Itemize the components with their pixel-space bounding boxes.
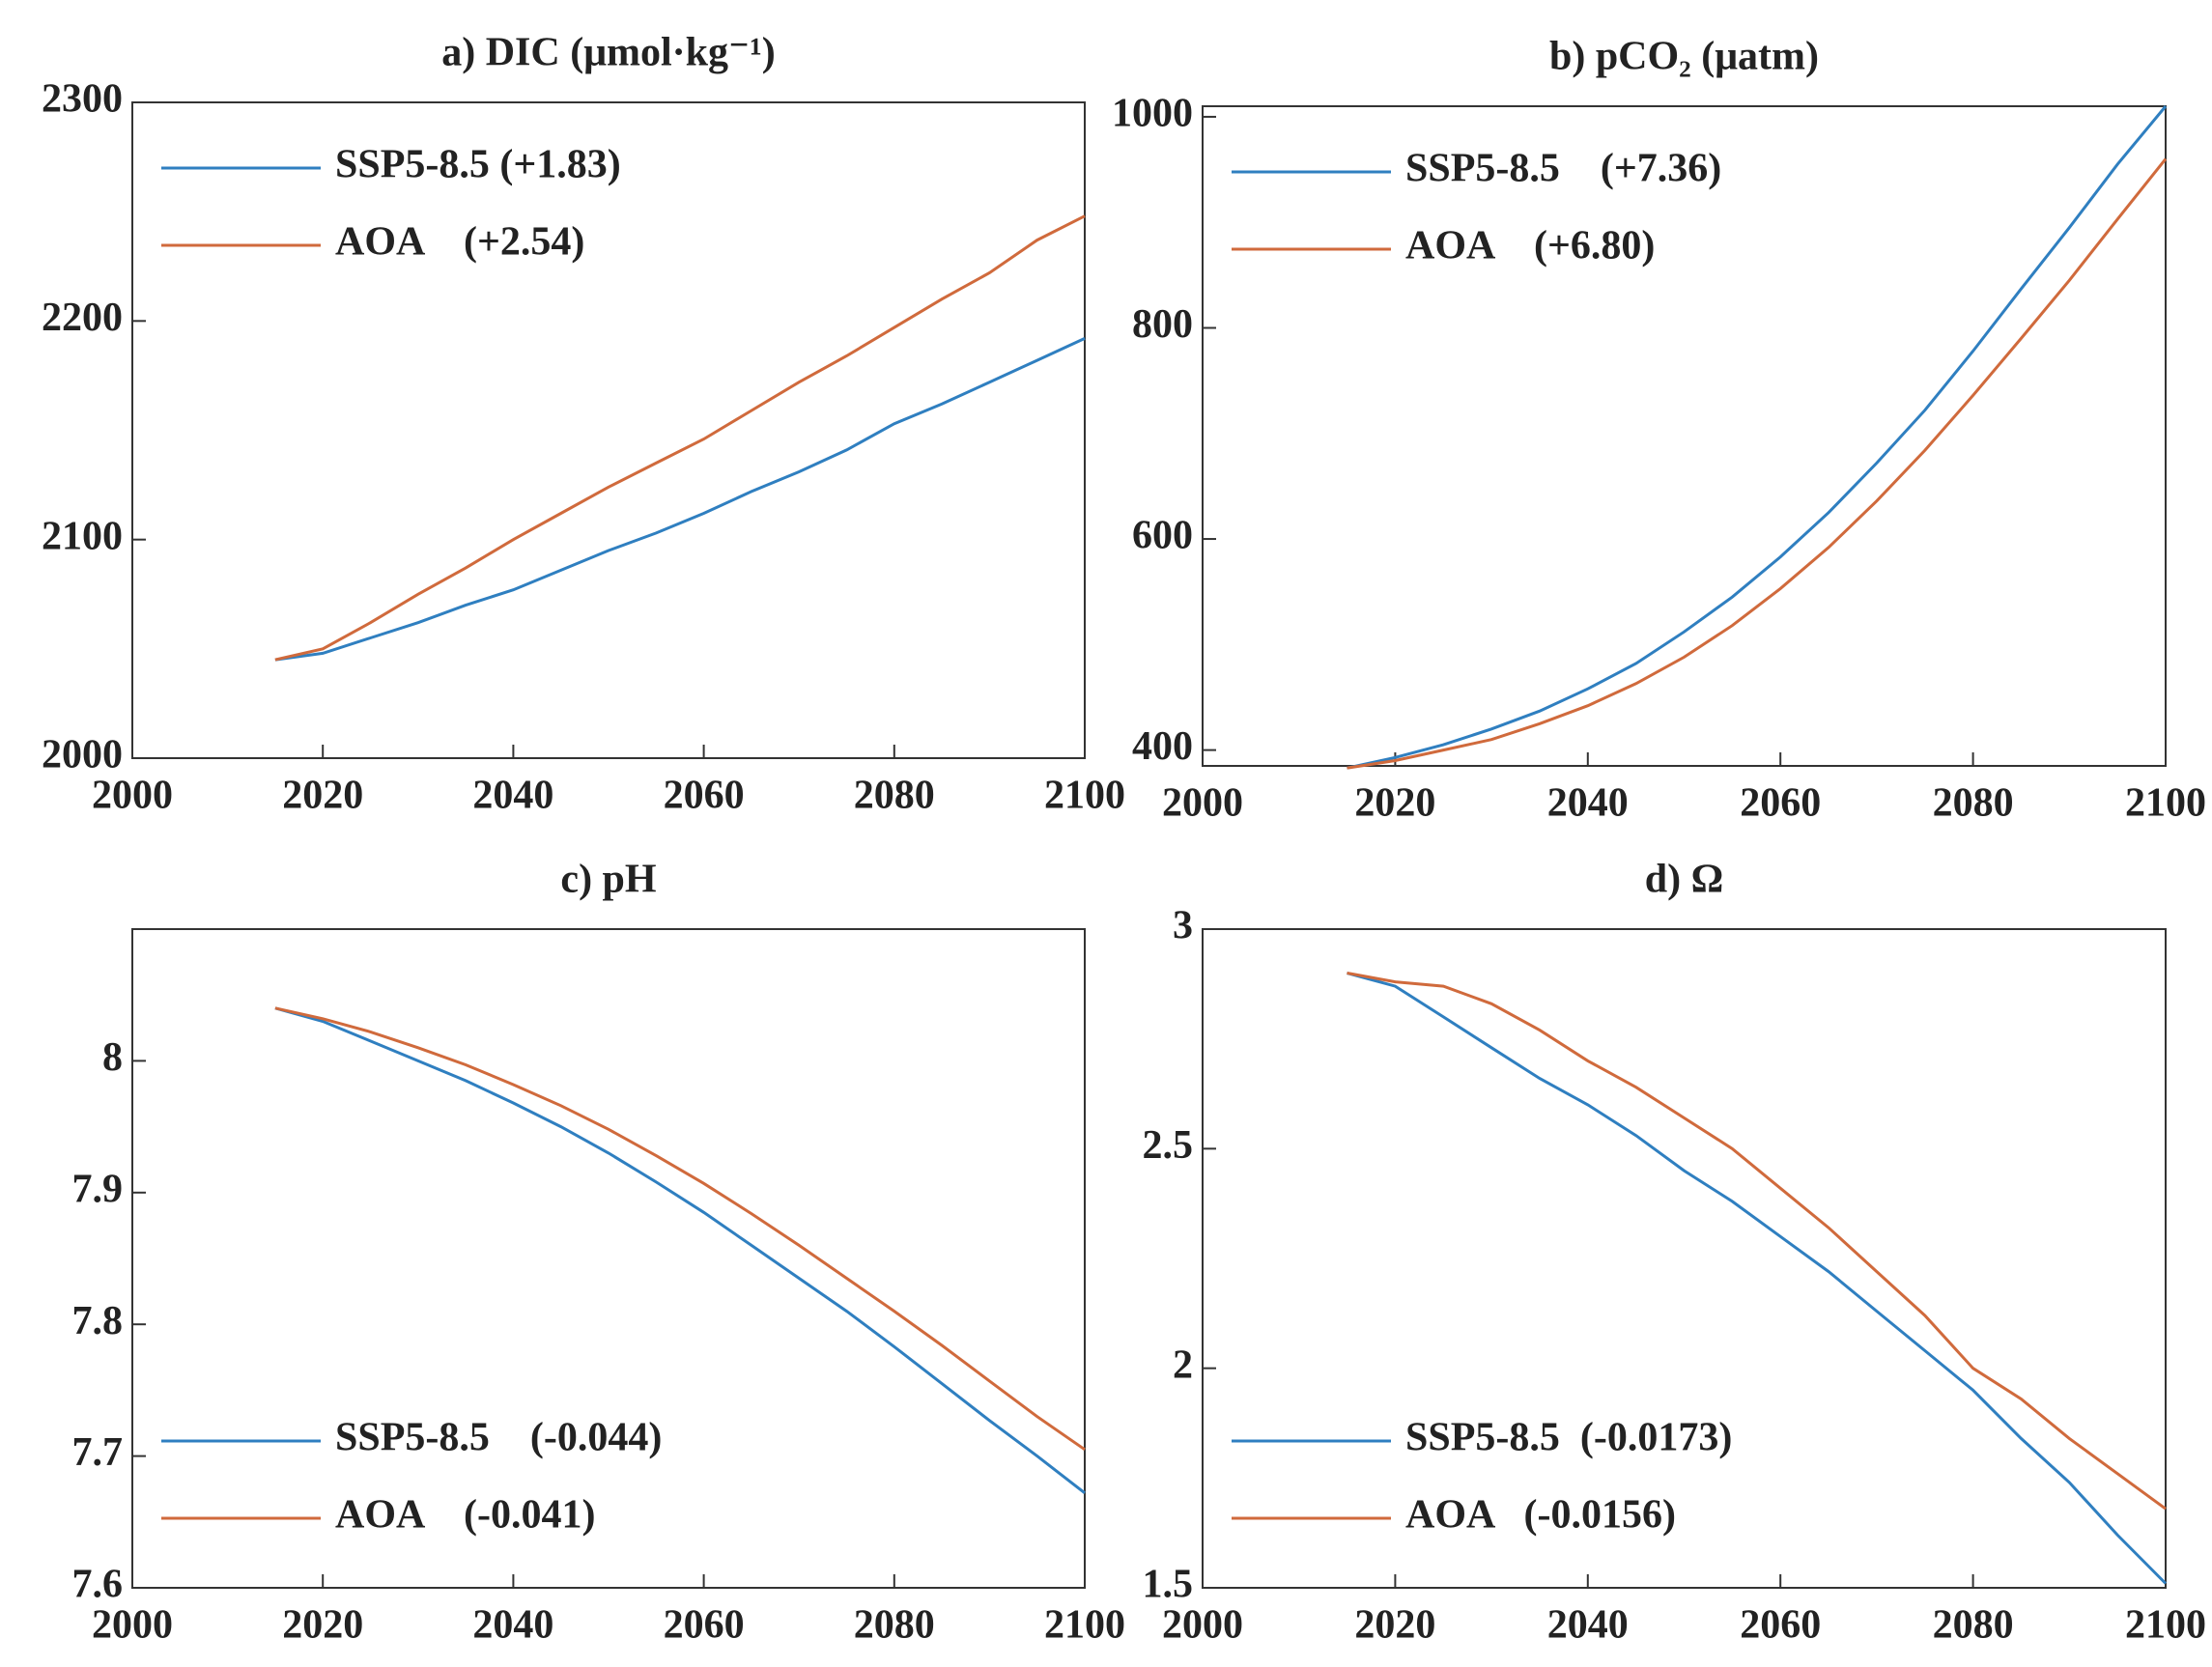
chart-title: b) pCO₂ (μatm) — [1549, 35, 1819, 79]
y-tick-label: 2000 — [42, 733, 123, 777]
chart-title: d) Ω — [1645, 858, 1723, 902]
data-line — [274, 1006, 1086, 1494]
legend-label: SSP5-8.5 (+7.36) — [1405, 147, 1721, 191]
x-tick-label: 2000 — [92, 774, 173, 818]
y-tick-label: 400 — [1132, 724, 1193, 769]
x-tick-label: 2020 — [1354, 1603, 1435, 1648]
x-tick-label: 2080 — [1933, 1603, 2014, 1648]
x-tick-label: 2040 — [1547, 781, 1629, 826]
y-tick-label: 2100 — [42, 514, 123, 558]
data-line — [274, 337, 1086, 662]
y-tick-label: 2 — [1173, 1342, 1193, 1387]
y-tick-label: 7.7 — [72, 1430, 124, 1475]
x-tick-label: 2000 — [1162, 781, 1243, 826]
chart-title: a) DIC (μmol·kg⁻¹) — [441, 31, 776, 75]
legend-label: AOA (+2.54) — [335, 220, 584, 265]
x-tick-label: 2100 — [1044, 1603, 1125, 1648]
x-tick-label: 2060 — [1740, 781, 1821, 826]
y-tick-label: 7.9 — [72, 1167, 124, 1211]
data-line — [1347, 972, 2168, 1585]
y-tick-label: 2200 — [42, 296, 123, 340]
x-tick-label: 2040 — [1547, 1603, 1629, 1648]
x-tick-label: 2080 — [854, 774, 935, 818]
y-tick-label: 800 — [1132, 302, 1193, 347]
data-line — [1347, 972, 2167, 1511]
y-tick-label: 600 — [1132, 514, 1193, 558]
x-tick-label: 2100 — [1044, 774, 1125, 818]
x-tick-label: 2040 — [472, 1603, 553, 1648]
x-tick-label: 2080 — [854, 1603, 935, 1648]
plot-frame — [1202, 105, 2167, 767]
y-tick-label: 2.5 — [1143, 1123, 1194, 1168]
plot-frame — [131, 101, 1086, 759]
x-tick-label: 2080 — [1933, 781, 2014, 826]
legend-label: SSP5-8.5 (+1.83) — [335, 143, 621, 187]
x-tick-label: 2020 — [282, 774, 363, 818]
legend-label: AOA (+6.80) — [1405, 224, 1655, 268]
y-tick-label: 7.6 — [72, 1563, 124, 1607]
x-tick-label: 2060 — [664, 1603, 745, 1648]
y-tick-label: 1.5 — [1143, 1563, 1194, 1607]
x-tick-label: 2020 — [282, 1603, 363, 1648]
y-tick-label: 7.8 — [72, 1299, 124, 1343]
legend-label: AOA (-0.0156) — [1405, 1493, 1676, 1538]
plot-frame — [131, 928, 1086, 1589]
x-tick-label: 2040 — [472, 774, 553, 818]
x-tick-label: 2060 — [1740, 1603, 1821, 1648]
data-line — [274, 214, 1086, 662]
y-tick-label: 2300 — [42, 77, 123, 122]
y-tick-label: 3 — [1173, 904, 1193, 948]
legend-label: SSP5-8.5 (-0.044) — [335, 1416, 662, 1460]
plot-frame — [1202, 928, 2167, 1589]
y-tick-label: 8 — [102, 1035, 123, 1080]
chart-title: c) pH — [560, 858, 656, 902]
legend-label: AOA (-0.041) — [335, 1493, 595, 1538]
x-tick-label: 2060 — [664, 774, 745, 818]
x-tick-label: 2100 — [2125, 781, 2206, 826]
x-tick-label: 2100 — [2125, 1603, 2206, 1648]
x-tick-label: 2000 — [1162, 1603, 1243, 1648]
data-line — [1347, 157, 2168, 770]
legend-label: SSP5-8.5 (-0.0173) — [1405, 1416, 1732, 1460]
x-tick-label: 2000 — [92, 1603, 173, 1648]
data-line — [274, 1006, 1086, 1452]
y-tick-label: 1000 — [1112, 92, 1193, 136]
data-line — [1347, 105, 2168, 770]
x-tick-label: 2020 — [1354, 781, 1435, 826]
